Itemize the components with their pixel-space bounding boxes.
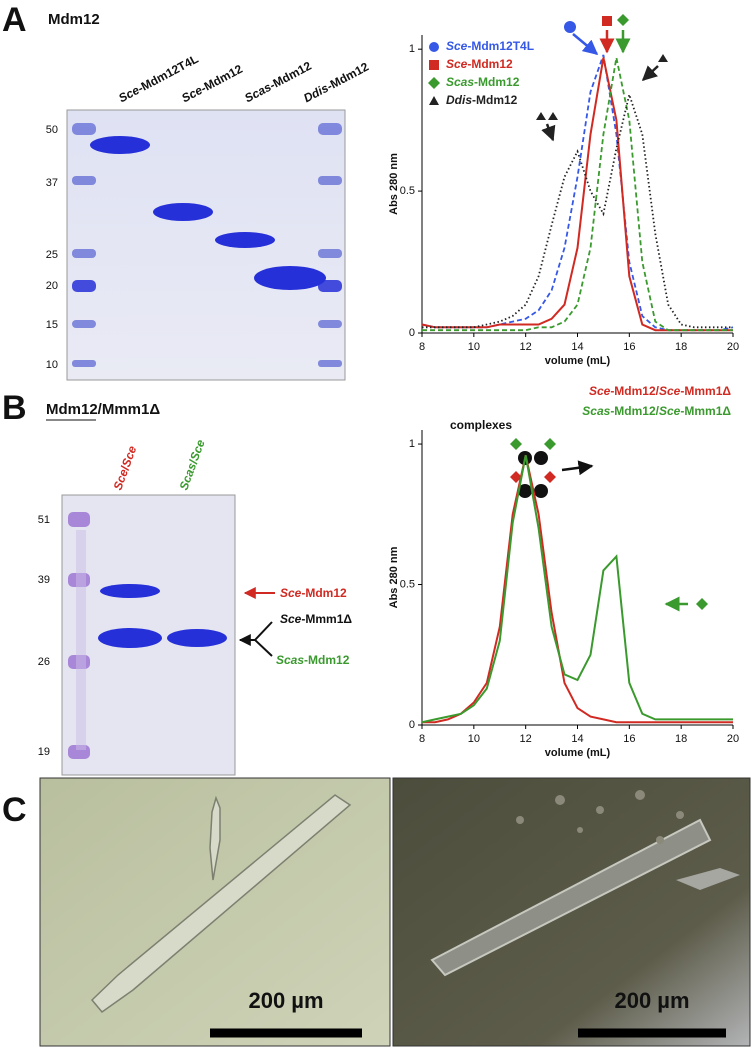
y-tick-label: 0.5 xyxy=(400,185,415,197)
band-arrows xyxy=(238,587,275,657)
x-tick-label: 20 xyxy=(727,341,739,353)
x-tick-label: 18 xyxy=(675,733,687,745)
marker-label: 25 xyxy=(46,249,58,261)
y-tick-label: 0 xyxy=(409,327,415,339)
x-tick-label: 12 xyxy=(520,341,532,353)
legend-label: Scas-Mdm12 xyxy=(446,75,520,89)
lane-label: Sce/Sce xyxy=(111,444,140,492)
x-tick-label: 12 xyxy=(520,733,532,745)
x-tick-label: 10 xyxy=(468,341,480,353)
panel-title: Mdm12 xyxy=(48,11,100,28)
x-tick-label: 14 xyxy=(571,733,583,745)
marker-label: 26 xyxy=(38,656,50,668)
y-axis-label: Abs 280 nm xyxy=(388,546,400,608)
marker-label: 19 xyxy=(38,746,50,758)
marker-label: 51 xyxy=(38,514,50,526)
legend-label: Sce-Mdm12/Sce-Mmm1Δ xyxy=(589,384,731,398)
micrograph xyxy=(392,777,751,1047)
lane-label: Ddis-Mdm12 xyxy=(301,59,371,105)
band-label: Scas-Mdm12 xyxy=(276,653,350,667)
crystal xyxy=(90,794,352,1014)
legend-label: Sce-Mdm12 xyxy=(446,57,513,71)
series-line xyxy=(422,455,733,724)
legend-marker xyxy=(429,96,439,105)
panel-label: B xyxy=(2,389,27,427)
legend-marker xyxy=(429,60,439,70)
x-tick-label: 16 xyxy=(623,341,635,353)
marker-label: 10 xyxy=(46,359,58,371)
legend-label: Sce-Mdm12T4L xyxy=(446,39,534,53)
scale-bar-label: 200 µm xyxy=(248,988,323,1013)
panel-label: C xyxy=(2,791,27,829)
band-label: Sce-Mdm12 xyxy=(280,586,347,600)
y-tick-label: 0.5 xyxy=(400,578,415,590)
band-label: Sce-Mmm1Δ xyxy=(280,612,352,626)
x-tick-label: 14 xyxy=(571,341,583,353)
crystal xyxy=(430,790,740,977)
legend-marker xyxy=(429,42,439,52)
y-axis-label: Abs 280 nm xyxy=(388,153,400,215)
lane-label: Scas/Sce xyxy=(177,437,208,492)
series-line xyxy=(422,57,733,332)
panel-label: A xyxy=(2,1,27,39)
marker-label: 50 xyxy=(46,124,58,136)
series-line xyxy=(421,57,733,332)
marker-label: 15 xyxy=(46,319,58,331)
peak-annotations xyxy=(510,14,708,612)
marker-label: 39 xyxy=(38,574,50,586)
y-tick-label: 1 xyxy=(409,43,415,55)
x-tick-label: 18 xyxy=(675,341,687,353)
y-tick-label: 1 xyxy=(409,438,415,450)
marker-label: 37 xyxy=(46,177,58,189)
x-tick-label: 20 xyxy=(727,733,739,745)
x-tick-label: 16 xyxy=(623,733,635,745)
y-tick-label: 0 xyxy=(409,719,415,731)
x-tick-label: 10 xyxy=(468,733,480,745)
legend-label: Scas-Mdm12/Sce-Mmm1Δ xyxy=(582,404,731,418)
marker-label: 20 xyxy=(46,280,58,292)
x-axis-label: volume (mL) xyxy=(545,355,611,367)
series-line xyxy=(422,91,733,329)
x-tick-label: 8 xyxy=(419,733,425,745)
gel-bands xyxy=(72,123,342,367)
x-tick-label: 8 xyxy=(419,341,425,353)
series-line xyxy=(421,455,733,724)
gel xyxy=(66,109,346,381)
gel-bands xyxy=(68,512,227,759)
panel-title: Mdm12/Mmm1Δ xyxy=(46,401,160,418)
legend-label: Ddis-Mdm12 xyxy=(446,93,518,107)
annotation: complexes xyxy=(450,418,512,432)
scale-bar-label: 200 µm xyxy=(614,988,689,1013)
legend-marker xyxy=(428,77,440,89)
x-axis-label: volume (mL) xyxy=(545,747,611,759)
